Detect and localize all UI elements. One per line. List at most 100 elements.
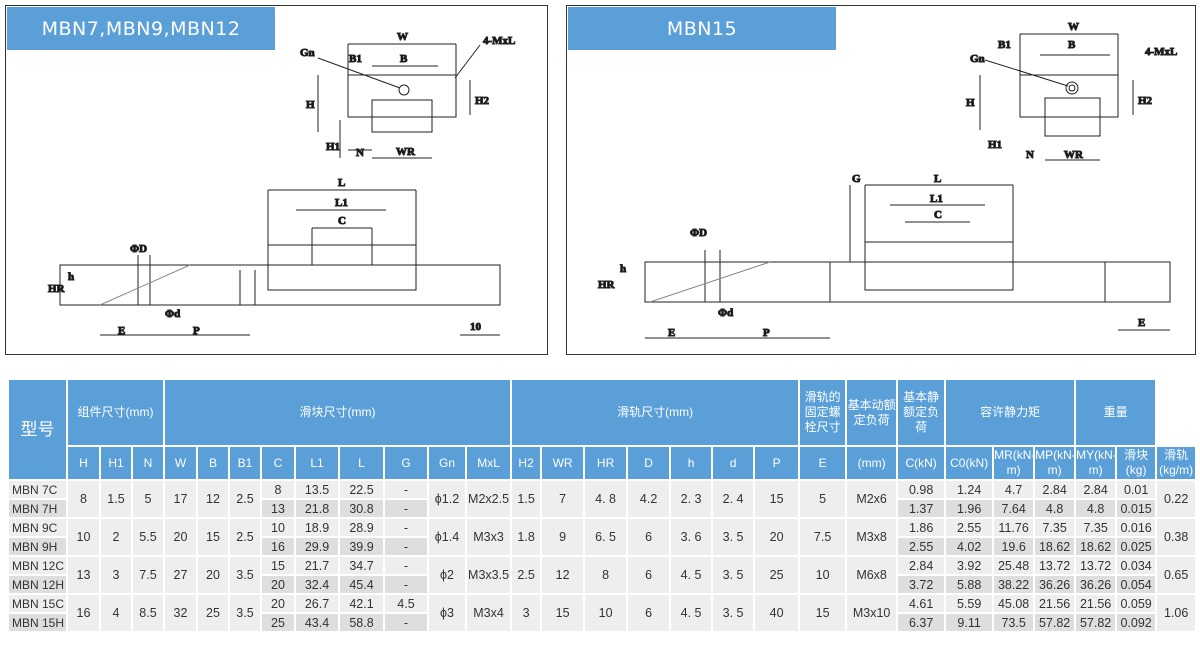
svg-text:Gn: Gn — [300, 47, 315, 59]
svg-text:H2: H2 — [1138, 95, 1153, 107]
cell-my: 57.82 — [1074, 612, 1118, 633]
cell-g: 4.5 — [383, 593, 429, 614]
cell-rail-kg: 0.65 — [1155, 555, 1198, 595]
model-cell: MBN 9H — [7, 536, 68, 557]
cell-l1: 43.4 — [294, 612, 340, 633]
cell-b1: 3.5 — [228, 593, 262, 633]
cell-block_kg: 0.092 — [1115, 612, 1158, 633]
cell-p: 40 — [753, 593, 801, 633]
svg-text:H: H — [966, 97, 975, 109]
cell-c0: 5.88 — [944, 574, 995, 595]
cell-l: 30.8 — [338, 498, 385, 519]
cell-n: 5.5 — [131, 517, 165, 557]
cell-d: 3. 5 — [711, 593, 756, 633]
cell-l1: 29.9 — [294, 536, 340, 557]
cell-h: 4. 5 — [669, 593, 714, 633]
cell-g: - — [383, 517, 429, 538]
group-header: 重量 — [1074, 378, 1158, 447]
cell-h: 3. 6 — [669, 517, 714, 557]
cell-n: 7.5 — [131, 555, 165, 595]
cell-block_kg: 0.01 — [1115, 479, 1158, 500]
cell-my: 13.72 — [1074, 555, 1118, 576]
column-header: H — [66, 445, 101, 481]
svg-text:WR: WR — [1064, 149, 1084, 161]
cell-h: 8 — [66, 479, 101, 519]
cell-c: 15 — [260, 555, 296, 576]
table-row: MBN 9C 10 2 5.5 20 15 2.5 10 18.9 28.9- ϕ1.4 M3x3 1.… — [7, 517, 1198, 557]
cell-d: 6 — [626, 593, 672, 633]
cell-wr: 12 — [540, 555, 586, 595]
column-header: P — [753, 445, 801, 481]
cell-n: 8.5 — [131, 593, 165, 633]
svg-text:10: 10 — [470, 321, 482, 333]
svg-text:h: h — [620, 263, 626, 275]
cell-bolt: M3x10 — [845, 593, 899, 633]
cell-my: 18.62 — [1074, 536, 1118, 557]
column-header: MxL — [464, 445, 513, 481]
cell-c0: 9.11 — [944, 612, 995, 633]
table-row: MBN 15C 16 4 8.5 32 25 3.5 20 26.7 42.1 4.5 ϕ3 M3x4 3… — [7, 593, 1198, 633]
cell-l: 45.4 — [338, 574, 385, 595]
table-row: MBN 12H 20 32.4 45.4-3.72 5.88 38.22 36.26 36.2… — [7, 574, 1196, 595]
cell-mp: 36.26 — [1033, 574, 1077, 595]
table-row: MBN 12C 13 3 7.5 27 20 3.5 15 21.7 34.7- ϕ2 M3x3.5 2… — [7, 555, 1198, 595]
cell-g: - — [383, 574, 429, 595]
spec-table: 型号 组件尺寸(mm) 滑块尺寸(mm) 滑轨尺寸(mm) 滑轨的固定螺栓尺寸 … — [7, 378, 1198, 633]
cell-mp: 57.82 — [1033, 612, 1077, 633]
cell-mp: 18.62 — [1033, 536, 1077, 557]
cell-block_kg: 0.025 — [1115, 536, 1158, 557]
cell-c0: 5.59 — [944, 593, 995, 614]
column-header: C(kN) — [896, 445, 947, 481]
cell-mp: 4.8 — [1033, 498, 1077, 519]
svg-text:C: C — [934, 209, 942, 221]
cell-h1: 3 — [99, 555, 133, 595]
column-header: HR — [583, 445, 629, 481]
cell-l: 28.9 — [338, 517, 385, 538]
cell-e: 10 — [798, 555, 848, 595]
table-row: MBN 7H 13 21.8 30.8-1.37 1.96 7.64 4.8 4.8 0.015 — [7, 498, 1196, 519]
cell-hr: 6. 5 — [583, 517, 629, 557]
svg-text:B: B — [400, 53, 408, 65]
svg-text:HR: HR — [48, 283, 66, 295]
cell-mp: 2.84 — [1033, 479, 1077, 500]
svg-text:G: G — [852, 173, 861, 185]
cell-c0: 4.02 — [944, 536, 995, 557]
svg-text:L: L — [338, 177, 345, 189]
cell-hr: 4. 8 — [583, 479, 629, 519]
cell-cd: 6.37 — [896, 612, 947, 633]
cell-h2: 2.5 — [510, 555, 543, 595]
svg-text:H1: H1 — [988, 139, 1002, 151]
cell-w: 27 — [163, 555, 198, 595]
svg-text:N: N — [1026, 149, 1034, 161]
cell-c0: 1.24 — [944, 479, 995, 500]
column-header: WR — [540, 445, 586, 481]
cell-h2: 1.5 — [510, 479, 543, 519]
cell-mr: 19.6 — [992, 536, 1036, 557]
cell-cd: 0.98 — [896, 479, 947, 500]
cell-h1: 1.5 — [99, 479, 133, 519]
cell-c: 20 — [260, 593, 296, 614]
cell-l: 22.5 — [338, 479, 385, 500]
cell-h: 13 — [66, 555, 101, 595]
cell-e: 7.5 — [798, 517, 848, 557]
cell-cd: 1.86 — [896, 517, 947, 538]
cell-d: 3. 5 — [711, 555, 756, 595]
group-header: 滑轨的固定螺栓尺寸 — [798, 378, 848, 447]
cell-d: 2. 4 — [711, 479, 756, 519]
column-header: B1 — [228, 445, 262, 481]
column-header: C — [260, 445, 296, 481]
cross-section-left: W B1 B Gn 4-MxL H H2 H1 N WR — [300, 31, 516, 160]
cell-cd: 3.72 — [896, 574, 947, 595]
table-row: MBN 9H 16 29.9 39.9-2.55 4.02 19.6 18.62 18.62 0… — [7, 536, 1196, 557]
column-header: E — [798, 445, 848, 481]
cell-g: - — [383, 536, 429, 557]
cell-g: - — [383, 555, 429, 576]
cell-w: 32 — [163, 593, 198, 633]
cell-w: 20 — [163, 517, 198, 557]
cell-b: 20 — [196, 555, 230, 595]
diagram-panel-mbn7-12 — [5, 5, 548, 355]
model-cell: MBN 12C — [7, 555, 68, 576]
group-header: 滑块尺寸(mm) — [162, 378, 513, 447]
cell-bolt: M3x8 — [845, 517, 899, 557]
svg-text:P: P — [763, 327, 770, 339]
